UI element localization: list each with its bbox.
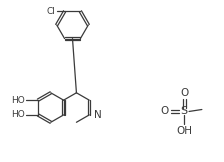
Text: OH: OH [176,126,192,136]
Text: N: N [94,110,102,120]
Text: S: S [181,106,188,116]
Text: O: O [180,88,188,98]
Text: HO: HO [11,96,25,105]
Text: HO: HO [11,110,25,119]
Text: Cl: Cl [46,7,55,16]
Text: O: O [160,106,168,116]
